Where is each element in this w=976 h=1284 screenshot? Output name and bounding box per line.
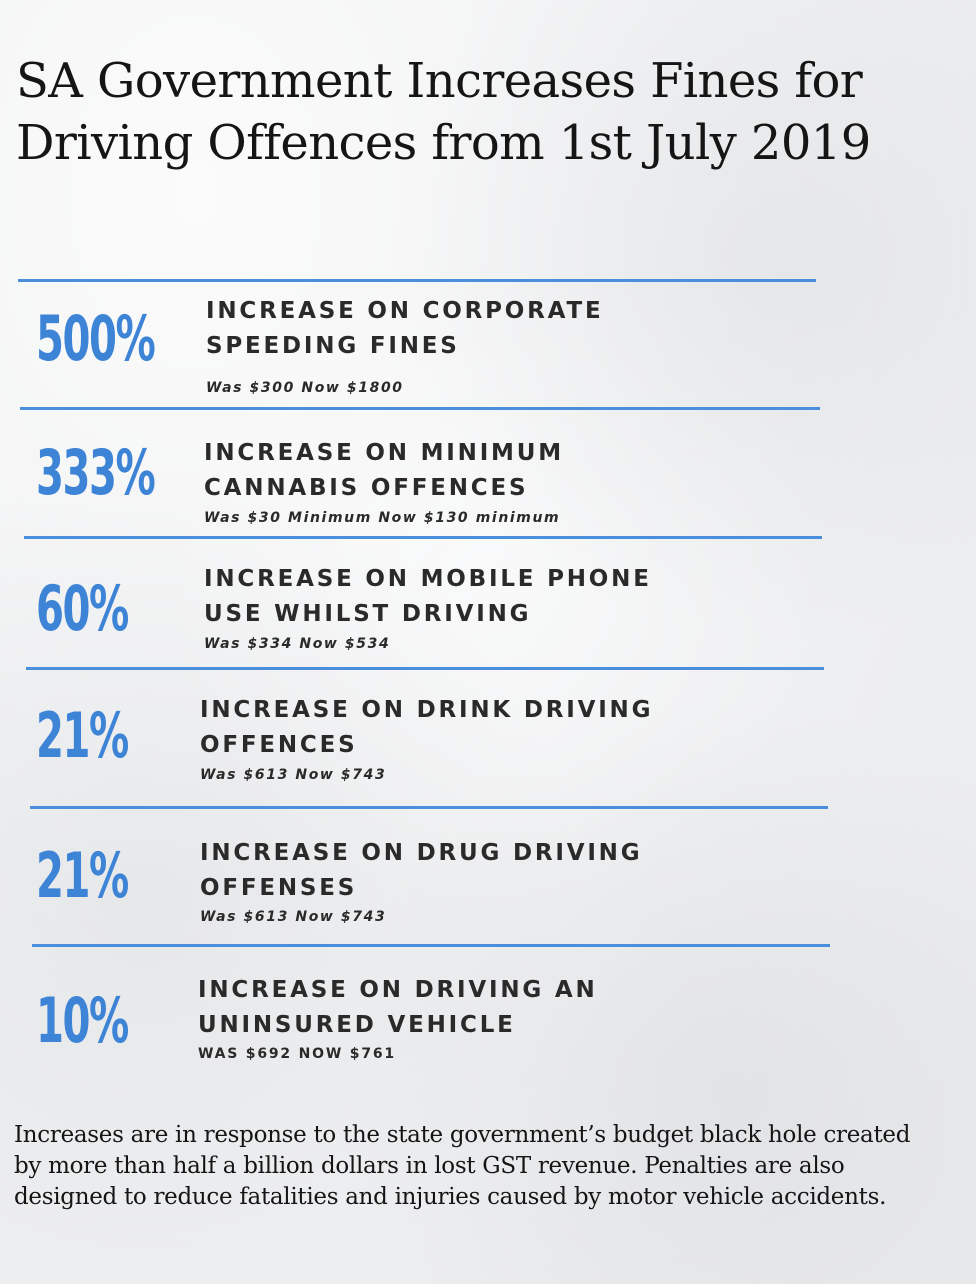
offence-heading-line-2: OFFENSES	[200, 875, 358, 901]
offence-heading-line-2: OFFENCES	[200, 732, 358, 758]
offence-heading: INCREASE ON DRIVING AN UNINSURED VEHICLE	[198, 973, 798, 1043]
divider-rule	[32, 944, 830, 947]
offence-heading: INCREASE ON DRUG DRIVING OFFENSES	[200, 836, 800, 906]
fine-change-note: Was $613 Now $743	[200, 767, 387, 783]
percent-increase: 21%	[36, 839, 129, 912]
offence-heading-line-1: INCREASE ON DRIVING AN	[198, 977, 598, 1003]
offence-heading-line-2: UNINSURED VEHICLE	[198, 1012, 516, 1038]
title-line-1: SA Government Increases Fines for	[16, 53, 863, 109]
percent-increase: 21%	[36, 699, 129, 772]
divider-rule	[24, 536, 822, 539]
percent-increase: 333%	[36, 436, 156, 509]
offence-heading-line-1: INCREASE ON MOBILE PHONE	[204, 566, 652, 592]
offence-heading-line-2: USE WHILST DRIVING	[204, 601, 532, 627]
percent-increase: 500%	[36, 302, 156, 375]
offence-heading: INCREASE ON DRINK DRIVING OFFENCES	[200, 693, 800, 763]
offence-heading: INCREASE ON MINIMUM CANNABIS OFFENCES	[204, 436, 804, 506]
offence-heading: INCREASE ON CORPORATE SPEEDING FINES	[206, 294, 806, 364]
divider-rule	[26, 667, 824, 670]
page-title: SA Government Increases Fines for Drivin…	[16, 50, 966, 174]
percent-increase: 10%	[36, 984, 129, 1057]
percent-increase: 60%	[36, 572, 129, 645]
fine-change-note: Was $300 Now $1800	[206, 380, 404, 396]
offence-heading-line-2: SPEEDING FINES	[206, 333, 460, 359]
title-line-2: Driving Offences from 1st July 2019	[16, 115, 871, 171]
divider-rule	[20, 407, 820, 410]
divider-rule	[18, 279, 816, 282]
offence-heading-line-1: INCREASE ON MINIMUM	[204, 440, 564, 466]
fine-change-note: Was $30 Minimum Now $130 minimum	[204, 510, 561, 526]
offence-heading-line-1: INCREASE ON DRUG DRIVING	[200, 840, 643, 866]
offence-heading: INCREASE ON MOBILE PHONE USE WHILST DRIV…	[204, 562, 804, 632]
offence-heading-line-2: CANNABIS OFFENCES	[204, 475, 529, 501]
fine-change-note: WAS $692 NOW $761	[198, 1046, 396, 1062]
offence-heading-line-1: INCREASE ON CORPORATE	[206, 298, 604, 324]
fine-change-note: Was $613 Now $743	[200, 909, 387, 925]
fine-change-note: Was $334 Now $534	[204, 636, 391, 652]
footer-explanation: Increases are in response to the state g…	[14, 1122, 911, 1210]
offence-heading-line-1: INCREASE ON DRINK DRIVING	[200, 697, 654, 723]
divider-rule	[30, 806, 828, 809]
